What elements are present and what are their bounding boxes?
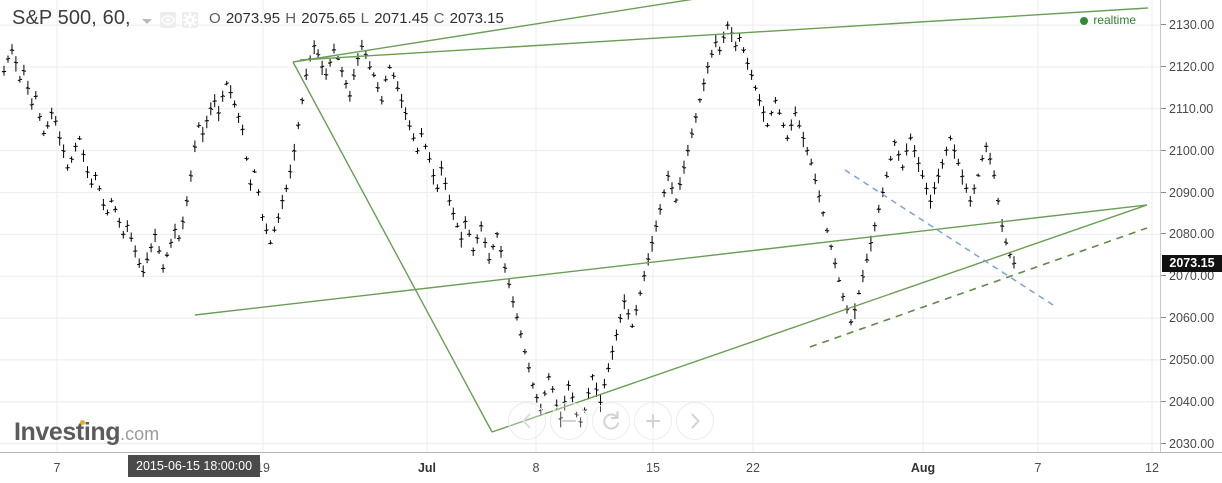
ohlc-high-label: H	[285, 10, 296, 27]
time-tooltip: 2015-06-15 18:00:00	[128, 455, 260, 477]
price-bars	[2, 21, 1016, 427]
time-tick: 12	[1145, 461, 1159, 475]
pan-left-button[interactable]	[508, 402, 546, 440]
ohlc-open-value: 2073.95	[226, 10, 280, 27]
trendline-overlays	[195, 0, 1160, 432]
time-tick: 7	[54, 461, 61, 475]
realtime-label: realtime	[1093, 13, 1136, 27]
realtime-dot-icon	[1080, 17, 1088, 25]
realtime-status: realtime	[1080, 13, 1136, 27]
descending-dashed-blue-line	[845, 170, 1053, 305]
time-tick: 15	[646, 461, 660, 475]
gear-icon[interactable]	[182, 12, 198, 28]
chart-plot-area[interactable]: Investing.com	[0, 0, 1160, 452]
price-tick: 2040.00	[1161, 395, 1214, 409]
logo-name: Investing	[14, 418, 120, 446]
ohlc-low-value: 2071.45	[374, 10, 428, 27]
pan-right-button[interactable]	[676, 402, 714, 440]
investing-logo: Investing.com	[14, 418, 159, 447]
chart-canvas	[0, 0, 1160, 452]
logo-suffix: .com	[120, 424, 159, 444]
rising-channel-lower-line	[195, 205, 1147, 315]
ohlc-low-label: L	[361, 10, 369, 27]
price-tick: 2090.00	[1161, 186, 1214, 200]
chart-header: S&P 500, 60, O 2073.95 H 2075.65 L 2071.…	[0, 0, 1222, 34]
eye-icon[interactable]	[160, 12, 176, 28]
chevron-down-icon[interactable]	[142, 19, 152, 24]
price-tick: 2120.00	[1161, 60, 1214, 74]
current-price-badge: 2073.15	[1162, 255, 1222, 272]
price-tick: 2030.00	[1161, 437, 1214, 451]
symbol-title[interactable]: S&P 500, 60,	[12, 7, 131, 30]
ohlc-high-value: 2075.65	[301, 10, 355, 27]
descending-trendline	[293, 62, 492, 432]
logo-accent-dot-icon	[80, 420, 85, 425]
time-tick: Jul	[418, 461, 436, 475]
price-tick: 2080.00	[1161, 227, 1214, 241]
ohlc-close-label: C	[434, 10, 445, 27]
ohlc-readout: O 2073.95 H 2075.65 L 2071.45 C 2073.15	[209, 10, 505, 27]
price-tick: 2100.00	[1161, 144, 1214, 158]
rising-dashed-green-line	[810, 228, 1147, 347]
zoom-out-button[interactable]	[550, 402, 588, 440]
reset-zoom-button[interactable]	[592, 402, 630, 440]
time-tick: 7	[1035, 461, 1042, 475]
time-tick: Aug	[911, 461, 935, 475]
horizontal-gridlines	[0, 25, 1160, 444]
ohlc-close-value: 2073.15	[450, 10, 504, 27]
time-tick: 8	[533, 461, 540, 475]
price-tick: 2050.00	[1161, 353, 1214, 367]
time-tick: 22	[746, 461, 760, 475]
price-tick: 2110.00	[1161, 102, 1213, 116]
ohlc-open-label: O	[209, 10, 221, 27]
zoom-in-button[interactable]	[634, 402, 672, 440]
price-tick: 2060.00	[1161, 311, 1214, 325]
